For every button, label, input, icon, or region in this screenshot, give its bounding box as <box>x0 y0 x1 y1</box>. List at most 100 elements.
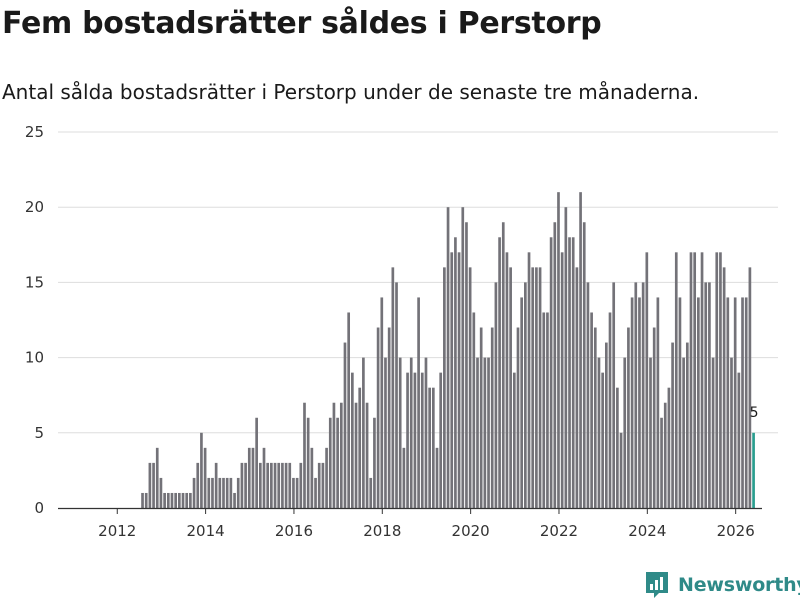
x-tick-label: 2016 <box>275 522 313 540</box>
bar <box>236 477 240 508</box>
bar <box>409 357 413 508</box>
bar <box>299 462 303 508</box>
x-tick-label: 2024 <box>628 522 666 540</box>
bar <box>310 447 314 508</box>
bar <box>682 357 685 508</box>
bars <box>141 192 755 509</box>
bar <box>671 342 674 508</box>
bar <box>244 462 247 508</box>
bar <box>413 372 417 508</box>
bar <box>284 462 288 508</box>
bar <box>586 282 590 508</box>
bar <box>417 297 420 508</box>
bar <box>424 357 428 508</box>
bar <box>601 372 604 508</box>
x-tick-label: 2014 <box>187 522 225 540</box>
bar <box>446 207 450 508</box>
bar <box>512 372 516 508</box>
bar <box>604 342 608 508</box>
bar <box>612 282 616 508</box>
bar <box>339 402 343 508</box>
bar <box>479 327 483 508</box>
bar <box>155 447 159 508</box>
bar <box>152 462 155 508</box>
chart-subtitle: Antal sålda bostadsrätter i Perstorp und… <box>2 80 700 104</box>
newsworthy-logo: Newsworthy <box>644 569 800 601</box>
bar <box>203 447 207 508</box>
bar <box>373 417 376 508</box>
bar <box>535 267 538 508</box>
bar <box>527 252 531 508</box>
bar <box>726 297 730 508</box>
bar <box>538 267 542 508</box>
bar <box>384 357 387 508</box>
bar <box>571 237 575 508</box>
bar <box>159 477 163 508</box>
x-tick-label: 2018 <box>363 522 401 540</box>
bar <box>218 477 222 508</box>
bar <box>454 237 457 508</box>
bar <box>575 267 579 508</box>
bar <box>358 387 362 508</box>
bar <box>627 327 630 508</box>
bar <box>704 282 708 508</box>
bar <box>395 282 398 508</box>
bar <box>501 222 505 509</box>
bar <box>431 387 435 508</box>
bar <box>214 462 218 508</box>
bar <box>347 312 351 508</box>
bar <box>461 207 465 508</box>
bar <box>667 387 671 508</box>
y-tick-label: 20 <box>25 198 44 216</box>
bar <box>406 372 409 508</box>
bar <box>524 282 527 508</box>
bar <box>365 402 369 508</box>
bar <box>616 387 619 508</box>
bar <box>207 477 211 508</box>
bar <box>185 492 189 508</box>
bar <box>351 372 354 508</box>
bar <box>258 462 262 508</box>
bar <box>141 492 144 508</box>
bar <box>181 492 185 508</box>
bar <box>450 252 454 508</box>
bar <box>166 492 170 508</box>
bar <box>472 312 476 508</box>
bar <box>483 357 487 508</box>
bar <box>656 297 660 508</box>
bar <box>593 327 597 508</box>
newsworthy-icon <box>646 572 668 598</box>
bar <box>557 192 560 508</box>
x-tick-label: 2022 <box>540 522 578 540</box>
y-axis-ticks: 0 5 10 15 20 25 <box>25 123 44 517</box>
bar <box>582 222 586 509</box>
bar <box>222 477 225 508</box>
bar <box>306 417 310 508</box>
bar <box>457 252 461 508</box>
bar <box>380 297 384 508</box>
bar <box>174 492 177 508</box>
bar <box>200 432 203 508</box>
bar <box>262 447 266 508</box>
bar <box>266 462 270 508</box>
bar <box>178 492 181 508</box>
bar <box>638 297 641 508</box>
bar <box>549 237 553 508</box>
bar <box>336 417 339 508</box>
bar <box>225 477 229 508</box>
bar <box>229 477 233 508</box>
bar <box>649 357 652 508</box>
bar <box>505 252 509 508</box>
bar <box>597 357 601 508</box>
bar <box>509 267 512 508</box>
bar <box>376 327 380 508</box>
x-tick-label: 2012 <box>98 522 136 540</box>
bar <box>391 267 395 508</box>
bar <box>443 267 446 508</box>
brand-name: Newsworthy <box>678 574 800 596</box>
bar <box>428 387 431 508</box>
bar <box>270 462 273 508</box>
bar <box>693 252 697 508</box>
bar <box>317 462 321 508</box>
